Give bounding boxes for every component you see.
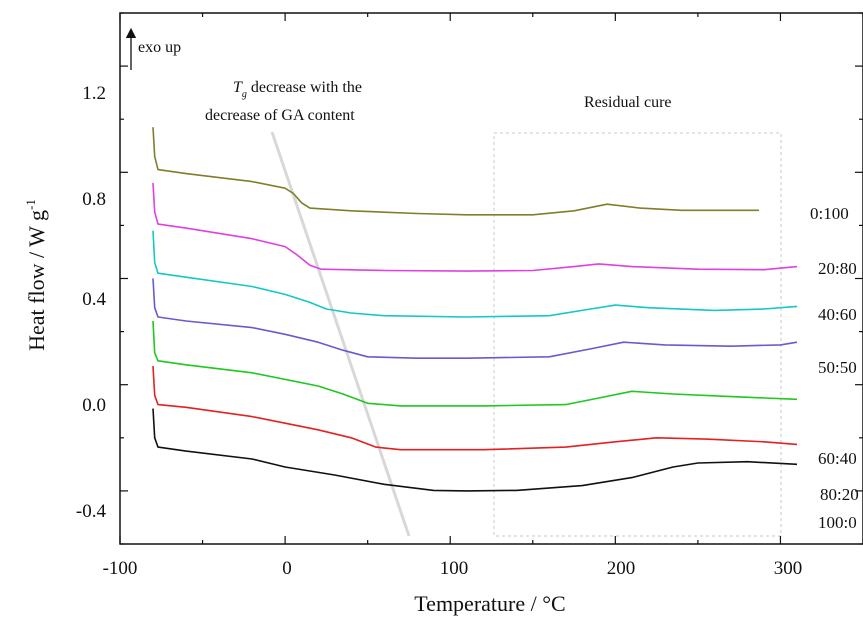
- series-line-100-0: [152, 408, 798, 492]
- series-line-80-20: [152, 366, 798, 451]
- x-tick-label: 0: [282, 558, 292, 579]
- series-label-50-50: 50:50: [818, 358, 857, 377]
- y-tick-label: 0.0: [82, 395, 106, 416]
- y-tick-label: 1.2: [82, 83, 106, 104]
- x-tick-label: 200: [607, 558, 636, 579]
- tg-symbol: T: [233, 79, 243, 96]
- y-axis-title-main: Heat flow / W g: [24, 210, 49, 351]
- series-label-20-80: 20:80: [818, 259, 857, 278]
- series-label-80-20: 80:20: [820, 485, 859, 504]
- x-tick-label: -100: [103, 558, 138, 579]
- series-label-40-60: 40:60: [818, 305, 857, 324]
- x-tick-label: 100: [440, 558, 469, 579]
- y-axis-title: Heat flow / W g-1: [23, 199, 49, 351]
- plot-frame: [119, 12, 863, 545]
- y-tick-label: 0.8: [82, 189, 106, 210]
- y-tick-label: -0.4: [76, 501, 107, 522]
- x-tick-label: 300: [774, 558, 803, 579]
- exo-up-label: exo up: [138, 39, 181, 56]
- y-axis-title-sup: -1: [23, 199, 38, 210]
- series-line-50-50: [152, 278, 798, 360]
- tg-annotation-line2: decrease of GA content: [205, 107, 355, 124]
- series-line-60-40: [152, 320, 798, 407]
- residual-cure-label: Residual cure: [584, 94, 672, 111]
- series-line-20-80: [152, 182, 798, 272]
- series-label-0-100: 0:100: [810, 204, 849, 223]
- tg-line1-rest: decrease with the: [247, 79, 362, 96]
- tg-trend-arrow: [270, 131, 411, 537]
- tg-annotation-line1: Tg decrease with the: [233, 79, 362, 100]
- x-axis-title: Temperature / °C: [414, 591, 565, 616]
- tg-subscript: g: [242, 89, 247, 100]
- series-line-0-100: [152, 127, 759, 216]
- series-line-40-60: [152, 230, 798, 318]
- residual-cure-box: [493, 132, 782, 537]
- y-tick-label: 0.4: [82, 289, 106, 310]
- series-label-100-0: 100:0: [818, 513, 857, 532]
- series-label-60-40: 60:40: [818, 449, 857, 468]
